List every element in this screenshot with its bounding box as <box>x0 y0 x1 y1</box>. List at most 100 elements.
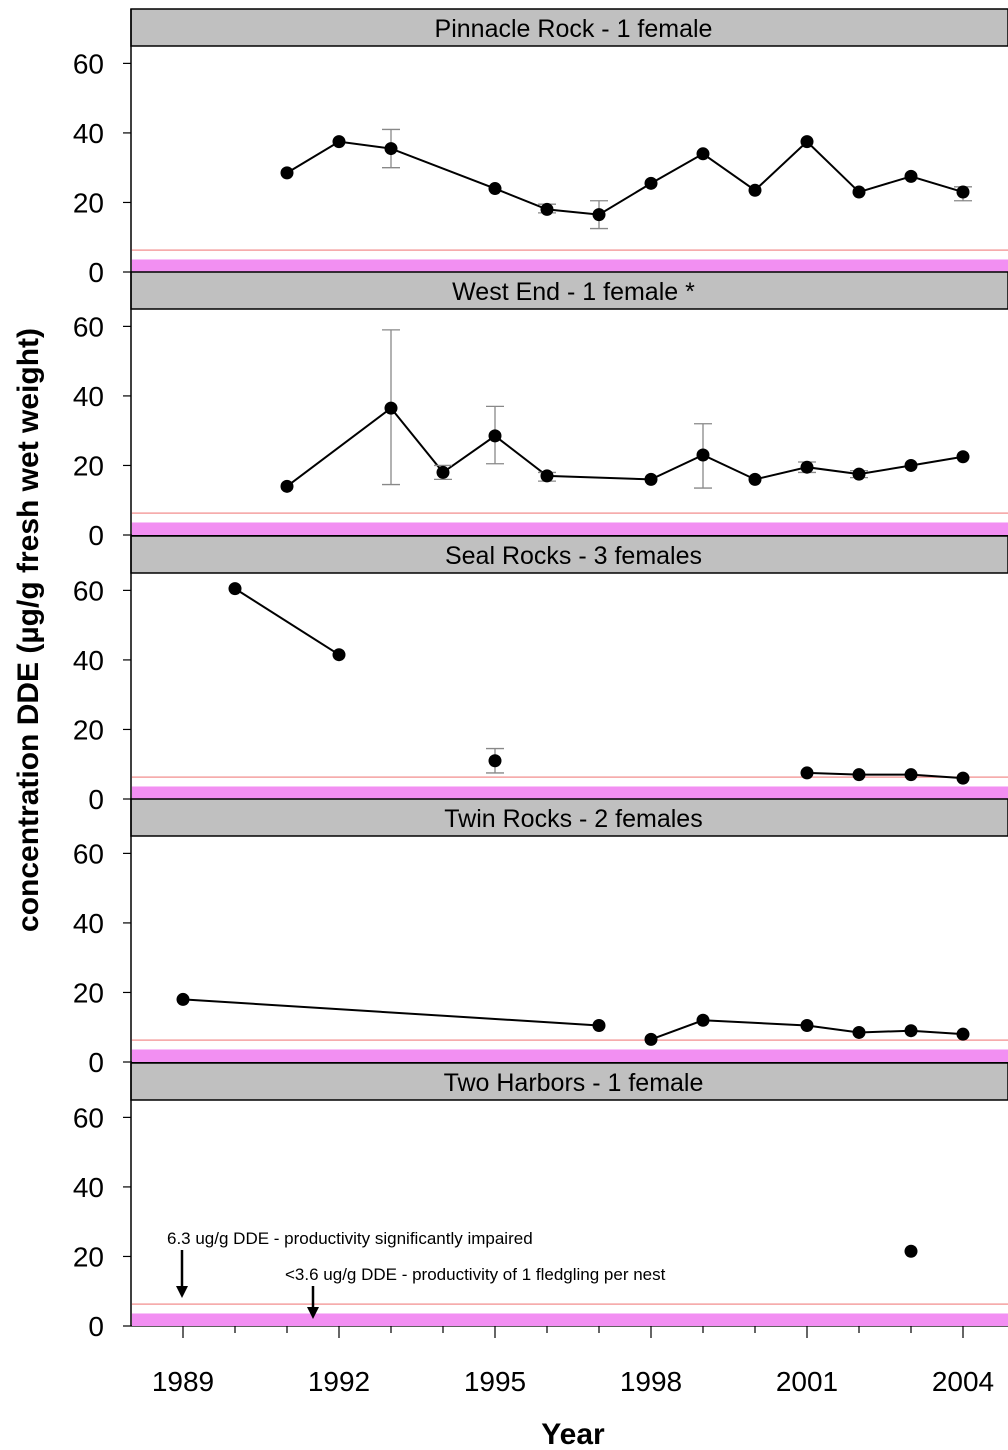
panel-1: Pinnacle Rock - 1 female 0 20 40 60 <box>73 8 1008 288</box>
x-tick-label: 1995 <box>464 1366 526 1397</box>
x-tick-label: 1998 <box>620 1366 682 1397</box>
data-point <box>384 401 398 415</box>
data-point <box>748 472 762 486</box>
data-point <box>592 208 606 222</box>
x-tick-label: 2004 <box>932 1366 994 1397</box>
data-point <box>436 465 450 479</box>
data-point <box>800 135 814 149</box>
y-tick-label: 40 <box>73 645 104 676</box>
data-point <box>332 648 346 662</box>
y-tick-label: 60 <box>73 575 104 606</box>
y-tick-label: 20 <box>73 714 104 745</box>
y-tick-label: 60 <box>73 311 104 342</box>
data-point <box>384 142 398 156</box>
series-line <box>806 771 964 780</box>
threshold-band <box>132 522 1008 535</box>
annotation-arrow-head <box>307 1307 319 1319</box>
threshold-annotation: 6.3 ug/g DDE - productivity significantl… <box>167 1229 533 1248</box>
panel-3: Seal Rocks - 3 females 0 20 40 60 <box>73 535 1008 815</box>
threshold-band <box>132 259 1008 272</box>
y-tick-label: 20 <box>73 977 104 1008</box>
data-point <box>852 768 866 782</box>
data-point <box>800 1018 814 1032</box>
data-point <box>852 185 866 199</box>
data-point <box>540 469 554 483</box>
data-point <box>852 467 866 481</box>
data-point <box>644 1032 658 1046</box>
threshold-band <box>132 1049 1008 1062</box>
data-point <box>228 582 242 596</box>
panel-title: Seal Rocks - 3 females <box>445 542 702 570</box>
series-line <box>286 406 964 488</box>
data-point <box>956 771 970 785</box>
x-tick-label: 1992 <box>308 1366 370 1397</box>
data-point <box>904 768 918 782</box>
threshold-annotation: <3.6 ug/g DDE - productivity of 1 fledgl… <box>285 1265 666 1284</box>
panel-title: Twin Rocks - 2 females <box>444 805 702 833</box>
data-point <box>696 448 710 462</box>
y-tick-label: 60 <box>73 1102 104 1133</box>
panel-title: Two Harbors - 1 female <box>444 1069 704 1097</box>
data-point <box>488 429 502 443</box>
y-tick-label: 40 <box>73 908 104 939</box>
data-point <box>696 147 710 161</box>
y-tick-label: 20 <box>73 450 104 481</box>
panel-strip <box>130 271 1008 310</box>
x-axis: 1989 1992 1995 1998 2001 2004 <box>152 1326 994 1397</box>
data-point <box>748 183 762 197</box>
data-point <box>904 169 918 183</box>
x-tick-label: 2001 <box>776 1366 838 1397</box>
panel-strip <box>130 798 1008 837</box>
data-point <box>956 185 970 199</box>
y-tick-label: 40 <box>73 381 104 412</box>
series-line <box>650 1019 964 1041</box>
data-point <box>176 992 190 1006</box>
panel-2: West End - 1 female * 0 20 40 60 <box>73 271 1008 551</box>
data-point <box>904 1024 918 1038</box>
threshold-band <box>132 786 1008 799</box>
y-tick-label: 40 <box>73 118 104 149</box>
data-point <box>644 472 658 486</box>
y-tick-label: 60 <box>73 838 104 869</box>
series-line <box>182 998 600 1027</box>
y-tick-label: 60 <box>73 48 104 79</box>
data-point <box>852 1025 866 1039</box>
y-tick-label: 0 <box>88 784 104 815</box>
data-point <box>800 766 814 780</box>
data-point <box>800 460 814 474</box>
threshold-band <box>132 1313 1008 1326</box>
data-point <box>488 182 502 196</box>
y-tick-label: 0 <box>88 257 104 288</box>
x-tick-label: 1989 <box>152 1366 214 1397</box>
data-point <box>904 1244 918 1258</box>
data-point <box>956 1027 970 1041</box>
data-point <box>592 1018 606 1032</box>
x-axis-label: Year <box>541 1418 605 1450</box>
panel-strip <box>130 1062 1008 1101</box>
series-line <box>234 587 340 656</box>
data-point <box>280 479 294 493</box>
annotations-group: 6.3 ug/g DDE - productivity significantl… <box>167 1229 666 1319</box>
y-tick-label: 0 <box>88 1311 104 1342</box>
data-point <box>696 1013 710 1027</box>
data-point <box>956 450 970 464</box>
y-tick-label: 40 <box>73 1172 104 1203</box>
y-tick-label: 20 <box>73 187 104 218</box>
panel-4: Twin Rocks - 2 females 0 20 40 60 <box>73 798 1008 1078</box>
panel-title: West End - 1 female * <box>452 278 695 306</box>
data-point <box>488 754 502 768</box>
annotation-arrow-head <box>176 1286 188 1298</box>
y-tick-label: 0 <box>88 1047 104 1078</box>
panel-5: Two Harbors - 1 female 0 20 40 60 <box>73 1062 1008 1342</box>
data-point <box>540 202 554 216</box>
data-point <box>644 176 658 190</box>
data-point <box>280 166 294 180</box>
data-point <box>332 135 346 149</box>
y-axis-label: concentration DDE (µg/g fresh wet weight… <box>12 328 45 932</box>
panel-title: Pinnacle Rock - 1 female <box>435 15 713 43</box>
data-point <box>904 458 918 472</box>
y-tick-label: 20 <box>73 1241 104 1272</box>
y-tick-label: 0 <box>88 520 104 551</box>
